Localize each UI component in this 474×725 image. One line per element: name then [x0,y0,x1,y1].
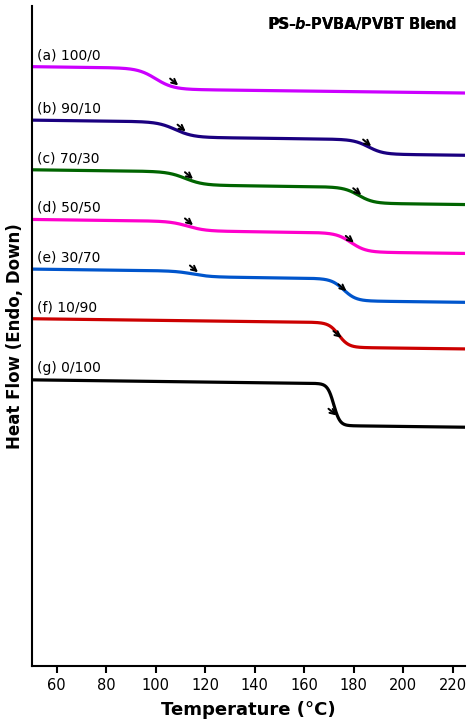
Text: (e) 30/70: (e) 30/70 [37,251,100,265]
Text: (g) 0/100: (g) 0/100 [37,361,100,376]
Text: (c) 70/30: (c) 70/30 [37,152,100,165]
Y-axis label: Heat Flow (Endo, Down): Heat Flow (Endo, Down) [6,223,24,449]
Text: PS-$b$-PVBA/PVBT Blend: PS-$b$-PVBA/PVBT Blend [268,15,456,33]
Text: PS-$\bfit{b}$-PVBA/PVBT Blend: PS-$\bfit{b}$-PVBA/PVBT Blend [266,15,456,33]
X-axis label: Temperature (°C): Temperature (°C) [161,702,336,719]
Text: (d) 50/50: (d) 50/50 [37,201,100,215]
Text: (f) 10/90: (f) 10/90 [37,300,97,314]
Text: (b) 90/10: (b) 90/10 [37,102,101,115]
Text: (a) 100/0: (a) 100/0 [37,48,100,62]
